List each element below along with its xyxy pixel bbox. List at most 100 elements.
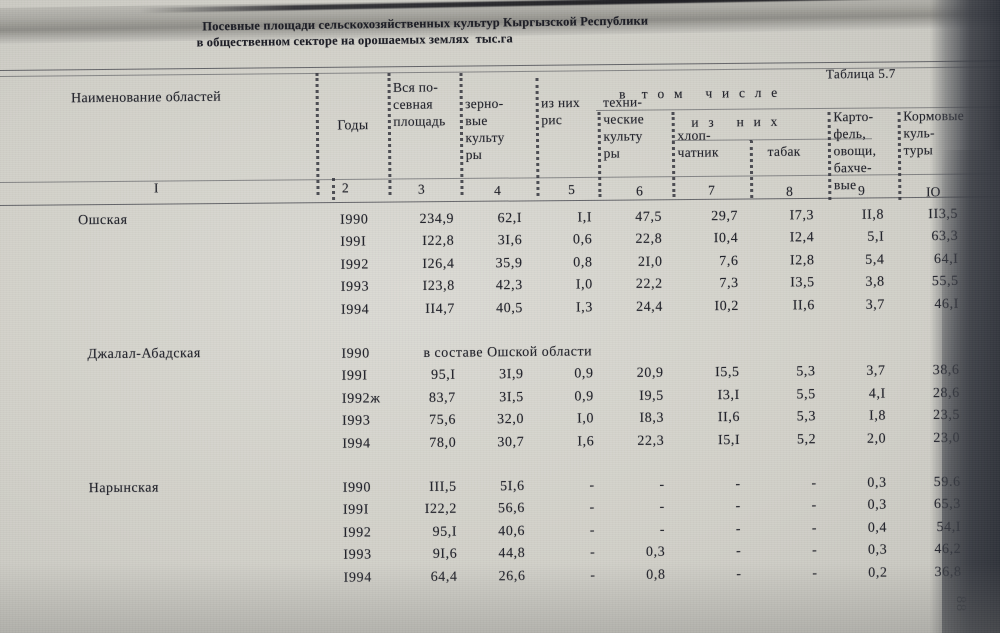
- cell-tobacco: -: [812, 565, 818, 581]
- year-cell: I992ж: [341, 391, 381, 407]
- header-potato-l3: овощи,: [833, 142, 877, 159]
- region-label: Нарынская: [88, 480, 159, 497]
- cell-tobacco: 5,5: [796, 386, 816, 403]
- colnum-2: 2: [341, 180, 349, 196]
- cell-fodder-crops: II3,5: [928, 206, 959, 223]
- cell-grain-crops: 3I,6: [497, 233, 523, 249]
- cell-cotton: -: [735, 476, 741, 492]
- colnum-1: I: [153, 180, 159, 196]
- year-cell: I990: [340, 212, 369, 228]
- cell-tobacco: -: [811, 520, 818, 537]
- header-group-among-which: в т о м ч и с л е: [618, 84, 781, 102]
- cell-tobacco: I7,3: [789, 208, 815, 224]
- cell-fodder-crops: 59.6: [933, 474, 961, 491]
- header-tech-l1: техни-: [603, 94, 643, 110]
- header-potato-l2: фель,: [833, 125, 867, 142]
- cell-technical-crops: I8,3: [639, 410, 665, 427]
- cell-grain-crops: 3I,5: [499, 389, 524, 406]
- cell-technical-crops: I9,5: [639, 388, 664, 404]
- cell-technical-crops: 20,9: [636, 366, 664, 382]
- cell-cotton: I0,2: [714, 298, 740, 314]
- cell-cotton: -: [735, 544, 742, 560]
- cell-potato-veg-melon: 3,7: [865, 297, 886, 313]
- cell-fodder-crops: 46,2: [934, 541, 962, 558]
- header-ofwhich-rice-l1: из них: [541, 94, 581, 111]
- cell-cotton: I5,I: [717, 432, 741, 448]
- cell-technical-crops: -: [659, 500, 665, 516]
- cell-fodder-crops: 28,6: [932, 385, 960, 401]
- year-cell: I990: [342, 480, 372, 496]
- cell-technical-crops: 22,3: [637, 433, 665, 449]
- header-grain-l3: культу: [465, 129, 505, 146]
- colnum-10: IO: [925, 184, 941, 200]
- cell-grain-crops: 44,8: [498, 546, 526, 562]
- cell-technical-crops: -: [659, 477, 665, 493]
- header-cotton-l2: чатник: [677, 144, 719, 160]
- header-potato-l4: бахче-: [833, 159, 872, 176]
- header-total-l2: севная: [393, 96, 433, 112]
- cell-potato-veg-melon: 5,I: [867, 229, 885, 246]
- header-tobacco: табак: [767, 143, 801, 159]
- header-grain-l1: зерно-: [465, 95, 504, 112]
- header-grain-l4: ры: [465, 146, 483, 163]
- cell-potato-veg-melon: I,8: [868, 408, 887, 424]
- cell-tobacco: -: [811, 543, 818, 559]
- cell-cotton: 7,3: [719, 276, 739, 292]
- header-fodder-l3: туры: [903, 142, 934, 158]
- cell-rice: I,0: [577, 411, 595, 427]
- cell-rice: -: [590, 567, 596, 583]
- cell-potato-veg-melon: 0,3: [867, 497, 887, 514]
- header-ofwhich-rice-l2: рис: [541, 112, 563, 128]
- header-tech-l4: ры: [603, 145, 621, 161]
- cell-total-area: 234,9: [419, 211, 455, 227]
- header-fodder-l1: Кормовые: [903, 107, 965, 124]
- year-cell: I990: [341, 346, 370, 362]
- cell-cotton: -: [735, 499, 741, 515]
- cell-total-area: II4,7: [425, 301, 456, 317]
- page-binding-line: [140, 0, 1000, 13]
- year-cell: I99I: [342, 502, 370, 519]
- cell-fodder-crops: 38,6: [932, 363, 960, 379]
- year-cell: I994: [343, 570, 373, 586]
- cell-fodder-crops: 65,3: [933, 497, 961, 513]
- row-note: в составе Ошской области: [423, 344, 593, 361]
- header-potato-l5: вые: [833, 177, 857, 193]
- cell-technical-crops: 47,5: [635, 209, 663, 225]
- cell-fodder-crops: 55,5: [931, 273, 959, 290]
- header-regions: Наименование областей: [70, 89, 222, 107]
- header-tech-l2: ческие: [603, 111, 645, 127]
- cell-total-area: I22,2: [424, 502, 457, 518]
- cell-grain-crops: 40,6: [498, 523, 526, 540]
- year-cell: I993: [343, 547, 372, 563]
- cell-tobacco: I2,8: [789, 252, 815, 269]
- cell-grain-crops: 32,0: [497, 412, 525, 428]
- cell-potato-veg-melon: 2,0: [866, 431, 887, 447]
- cell-total-area: I23,8: [422, 278, 455, 295]
- cell-total-area: 83,7: [428, 390, 456, 406]
- cell-fodder-crops: 64,I: [933, 251, 959, 267]
- document-title-line-1: Посевные площади сельскохозяйственных ку…: [202, 13, 649, 34]
- cell-rice: 0,9: [574, 389, 594, 405]
- cell-rice: -: [589, 500, 595, 516]
- year-cell: I994: [342, 436, 371, 452]
- cell-rice: I,6: [577, 433, 595, 450]
- cell-cotton: -: [736, 566, 742, 582]
- cell-cotton: I5,5: [714, 365, 740, 381]
- header-cotton-l1: хлоп-: [677, 127, 712, 143]
- header-grain-l2: вые: [465, 112, 488, 129]
- sep-regions-years: [315, 72, 323, 196]
- cell-tobacco: I2,4: [789, 230, 815, 246]
- colnum-4: 4: [493, 182, 501, 198]
- cell-technical-crops: -: [659, 522, 666, 538]
- cell-tobacco: -: [811, 476, 817, 492]
- cell-cotton: 7,6: [719, 253, 739, 269]
- year-cell: I992: [340, 257, 370, 273]
- header-total-l3: площадь: [393, 113, 446, 129]
- document-title-line-2: в общественном секторе на орошаемых земл…: [196, 31, 514, 50]
- cell-grain-crops: 42,3: [495, 278, 523, 294]
- cell-rice: I,I: [577, 210, 593, 226]
- cell-total-area: 95,I: [432, 524, 458, 540]
- cell-rice: -: [589, 545, 596, 561]
- cell-total-area: 78,0: [429, 435, 457, 451]
- cell-fodder-crops: 36,8: [934, 564, 962, 580]
